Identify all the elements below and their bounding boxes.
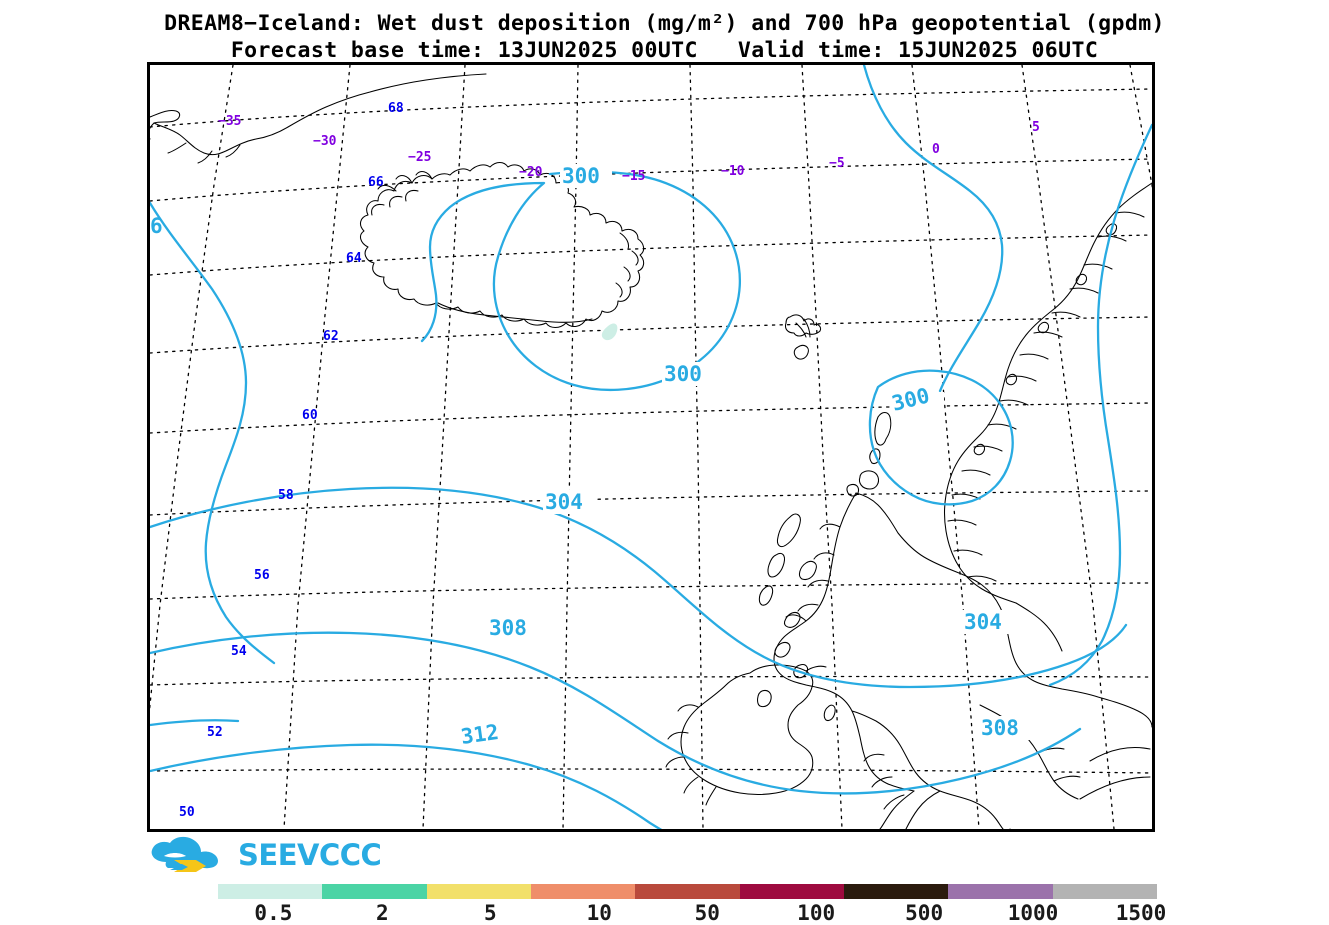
- contour-312: [150, 743, 663, 829]
- colorbar-segment-7: [948, 884, 1053, 899]
- contour-300-scotland: [868, 369, 1014, 506]
- title-line-1: DREAM8−Iceland: Wet dust deposition (mg/…: [164, 11, 1165, 36]
- contour-300-east: [1048, 123, 1152, 687]
- contour-300-iceland: [420, 170, 741, 392]
- contour-label-304-b: 304: [962, 610, 1014, 634]
- colorbar-tick-1000: 1000: [1007, 901, 1059, 925]
- lat-label-edge: 6: [150, 214, 163, 238]
- contour-label-300-b: 300: [662, 362, 714, 386]
- contour-label-text: 308: [981, 716, 1019, 740]
- seevccc-logo: SEEVCCC: [146, 836, 382, 872]
- lon-label-5: 5: [1032, 120, 1040, 135]
- colorbar: 0.5 2 5 10 50 100 500 1000 1500: [218, 884, 1166, 925]
- lat-label-66: 66: [368, 175, 384, 190]
- lat-label-54: 54: [231, 644, 247, 659]
- contour-308: [150, 631, 1082, 795]
- contour-label-300-a: 300: [560, 164, 612, 188]
- colorbar-segment-6: [843, 884, 949, 899]
- colorbar-tick-0.5: 0.5: [254, 901, 293, 925]
- lon-label--35: −35: [218, 114, 241, 129]
- lat-label-68: 68: [388, 101, 404, 116]
- colorbar-segment-3: [530, 884, 636, 899]
- colorbar-tick-500: 500: [905, 901, 944, 925]
- lon-label-0: 0: [932, 142, 940, 157]
- contour-label-308-b: 308: [979, 716, 1031, 740]
- contour-label-text: 300: [562, 164, 600, 188]
- contour-label-text: 304: [964, 610, 1002, 634]
- colorbar-strip: [218, 884, 1157, 899]
- contour-label-text: 304: [545, 490, 583, 514]
- colorbar-segment-0: [218, 884, 323, 899]
- geopotential-contours: [150, 65, 1152, 829]
- contour-west-left: [150, 201, 276, 665]
- contour-300-north: [862, 65, 1004, 393]
- title-line-2: Forecast base time: 13JUN2025 00UTC Vali…: [230, 38, 1099, 63]
- contour-lower-left: [150, 719, 240, 727]
- deposition-patch: [601, 323, 618, 341]
- contour-304: [150, 486, 1128, 689]
- contour-label-304-a: 304: [543, 490, 595, 514]
- graticule-meridians: [150, 65, 1152, 829]
- colorbar-segment-4: [635, 884, 740, 899]
- lat-label-60: 60: [302, 408, 318, 423]
- colorbar-segment-2: [426, 884, 531, 899]
- colorbar-tick-100: 100: [797, 901, 836, 925]
- deposition-patch-group: [601, 323, 618, 341]
- colorbar-tick-10: 10: [586, 901, 612, 925]
- lat-label-64: 64: [346, 251, 362, 266]
- colorbar-tick-50: 50: [694, 901, 720, 925]
- colorbar-segment-8: [1052, 884, 1157, 899]
- contour-label-text: 300: [664, 362, 702, 386]
- contour-label-text: 312: [459, 720, 500, 749]
- colorbar-tick-2: 2: [375, 901, 389, 925]
- lon-label--5: −5: [829, 156, 845, 171]
- graticule-parallels: [150, 88, 1152, 774]
- colorbar-tick-5: 5: [483, 901, 497, 925]
- lon-label--15: −15: [622, 169, 645, 184]
- colorbar-tick-labels: 0.5 2 5 10 50 100 500 1000 1500: [218, 901, 1166, 925]
- lat-label-52: 52: [207, 725, 223, 740]
- colorbar-segment-5: [739, 884, 844, 899]
- lat-label-56: 56: [254, 568, 270, 583]
- map-canvas: 300 300 300 304 304 308: [150, 65, 1152, 829]
- contour-label-300-c: 300: [889, 383, 944, 416]
- lon-label--10: −10: [721, 164, 745, 179]
- colorbar-tick-1500: 1500: [1115, 901, 1167, 925]
- lon-label--25: −25: [408, 150, 431, 165]
- logo-text: SEEVCCC: [238, 838, 382, 872]
- lon-label--30: −30: [313, 134, 337, 149]
- lat-label-62: 62: [323, 329, 339, 344]
- map-plot-area: 300 300 300 304 304 308: [147, 62, 1155, 832]
- chart-title-block: DREAM8−Iceland: Wet dust deposition (mg/…: [0, 10, 1329, 64]
- longitude-labels: −35 −30 −25 −20 −15 −10 −5 0 5: [218, 114, 1040, 184]
- lat-label-58: 58: [278, 488, 294, 503]
- contour-label-312-a: 312: [459, 720, 512, 749]
- latitude-labels: 68 66 64 62 60 58 56 54 52 50 6: [150, 101, 404, 820]
- contour-label-text: 308: [489, 616, 527, 640]
- contour-label-308-a: 308: [487, 616, 539, 640]
- lon-label--20: −20: [519, 165, 543, 180]
- cloud-icon: [151, 836, 218, 872]
- contour-labels: 300 300 300 304 304 308: [459, 164, 1031, 749]
- colorbar-segment-1: [322, 884, 427, 899]
- lat-label-50: 50: [179, 805, 195, 820]
